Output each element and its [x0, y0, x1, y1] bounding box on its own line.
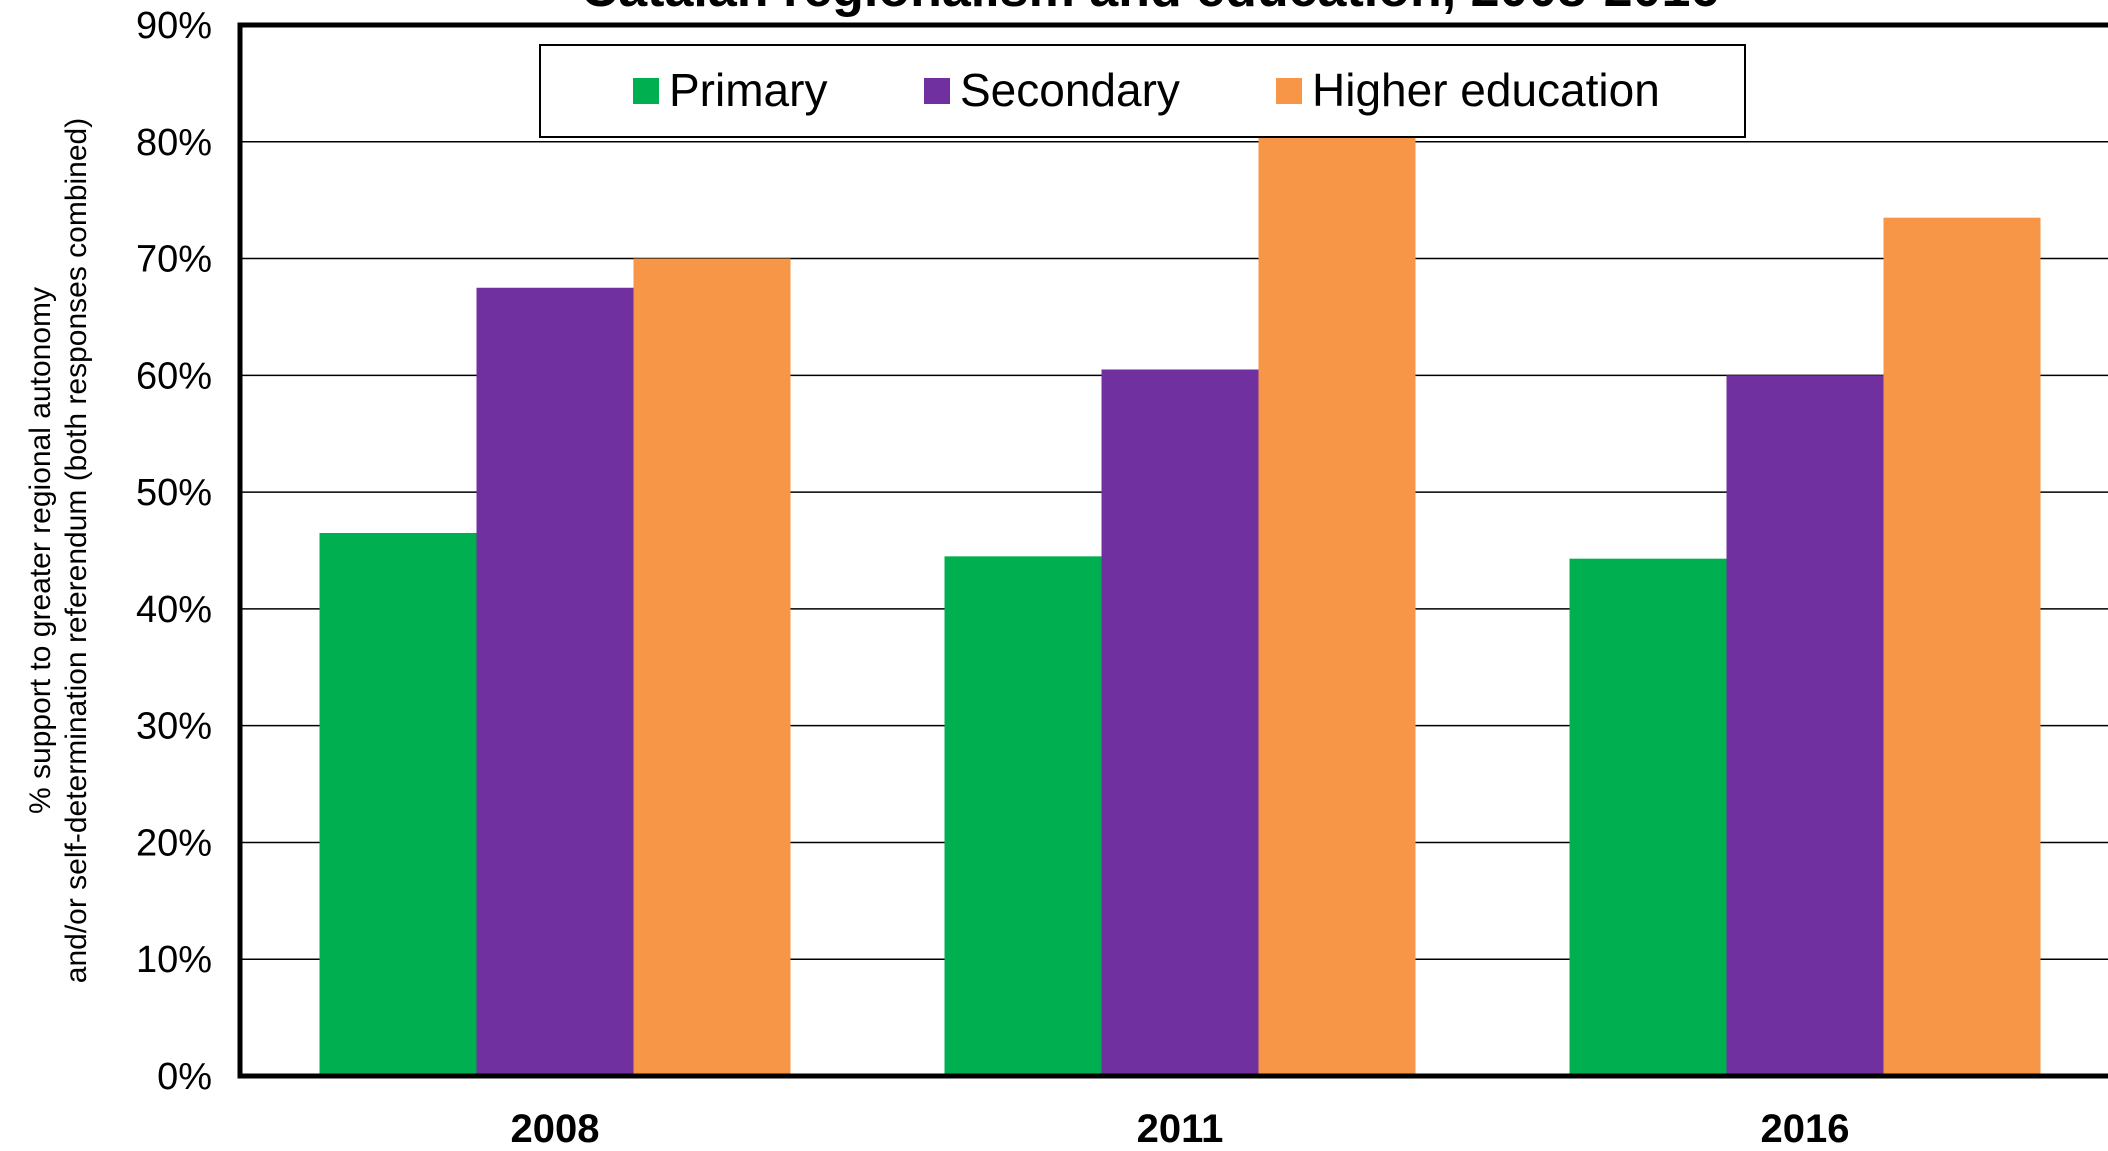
y-axis-label-line: % support to greater regional autonomy	[24, 287, 57, 814]
y-tick-label: 10%	[136, 939, 212, 981]
bar	[1883, 217, 2041, 1076]
x-tick-label: 2016	[1761, 1107, 1850, 1151]
legend-swatch	[1276, 78, 1302, 104]
y-axis-ticks: 0% 10% 20% 30% 40% 50% 60% 70% 80% 90%	[136, 5, 212, 1098]
legend-label: Primary	[669, 64, 827, 116]
bar	[944, 556, 1102, 1076]
y-tick-label: 40%	[136, 589, 212, 631]
legend-label: Higher education	[1312, 64, 1660, 116]
legend-swatch	[924, 78, 950, 104]
legend-swatch	[633, 78, 659, 104]
x-axis-labels: 2008 2011 2016	[511, 1107, 1850, 1151]
y-axis-label-group: % support to greater regional autonomy an…	[24, 118, 93, 983]
legend-label: Secondary	[960, 64, 1180, 116]
y-tick-label: 90%	[136, 5, 212, 47]
y-tick-label: 0%	[157, 1056, 212, 1098]
bar	[1258, 130, 1416, 1077]
bar	[633, 258, 791, 1076]
bar	[1569, 558, 1727, 1076]
y-tick-label: 60%	[136, 355, 212, 397]
bars	[319, 130, 2041, 1077]
y-tick-label: 80%	[136, 122, 212, 164]
x-tick-label: 2008	[511, 1107, 600, 1151]
y-axis-label-line: and/or self-determination referendum (bo…	[60, 118, 93, 983]
bar	[476, 287, 634, 1076]
legend: Primary Secondary Higher education	[539, 44, 1746, 138]
y-tick-label: 30%	[136, 706, 212, 748]
bar	[1726, 375, 1884, 1076]
y-tick-label: 20%	[136, 822, 212, 864]
legend-box	[539, 44, 1746, 138]
chart-title: Catalan regionalism and education, 2008-…	[581, 0, 1720, 18]
x-tick-label: 2011	[1137, 1107, 1224, 1151]
y-tick-label: 50%	[136, 472, 212, 514]
y-axis-label: % support to greater regional autonomy an…	[24, 118, 93, 983]
bar	[1101, 369, 1259, 1076]
y-tick-label: 70%	[136, 239, 212, 281]
bar	[319, 532, 477, 1076]
plot-frame	[237, 22, 2108, 1079]
